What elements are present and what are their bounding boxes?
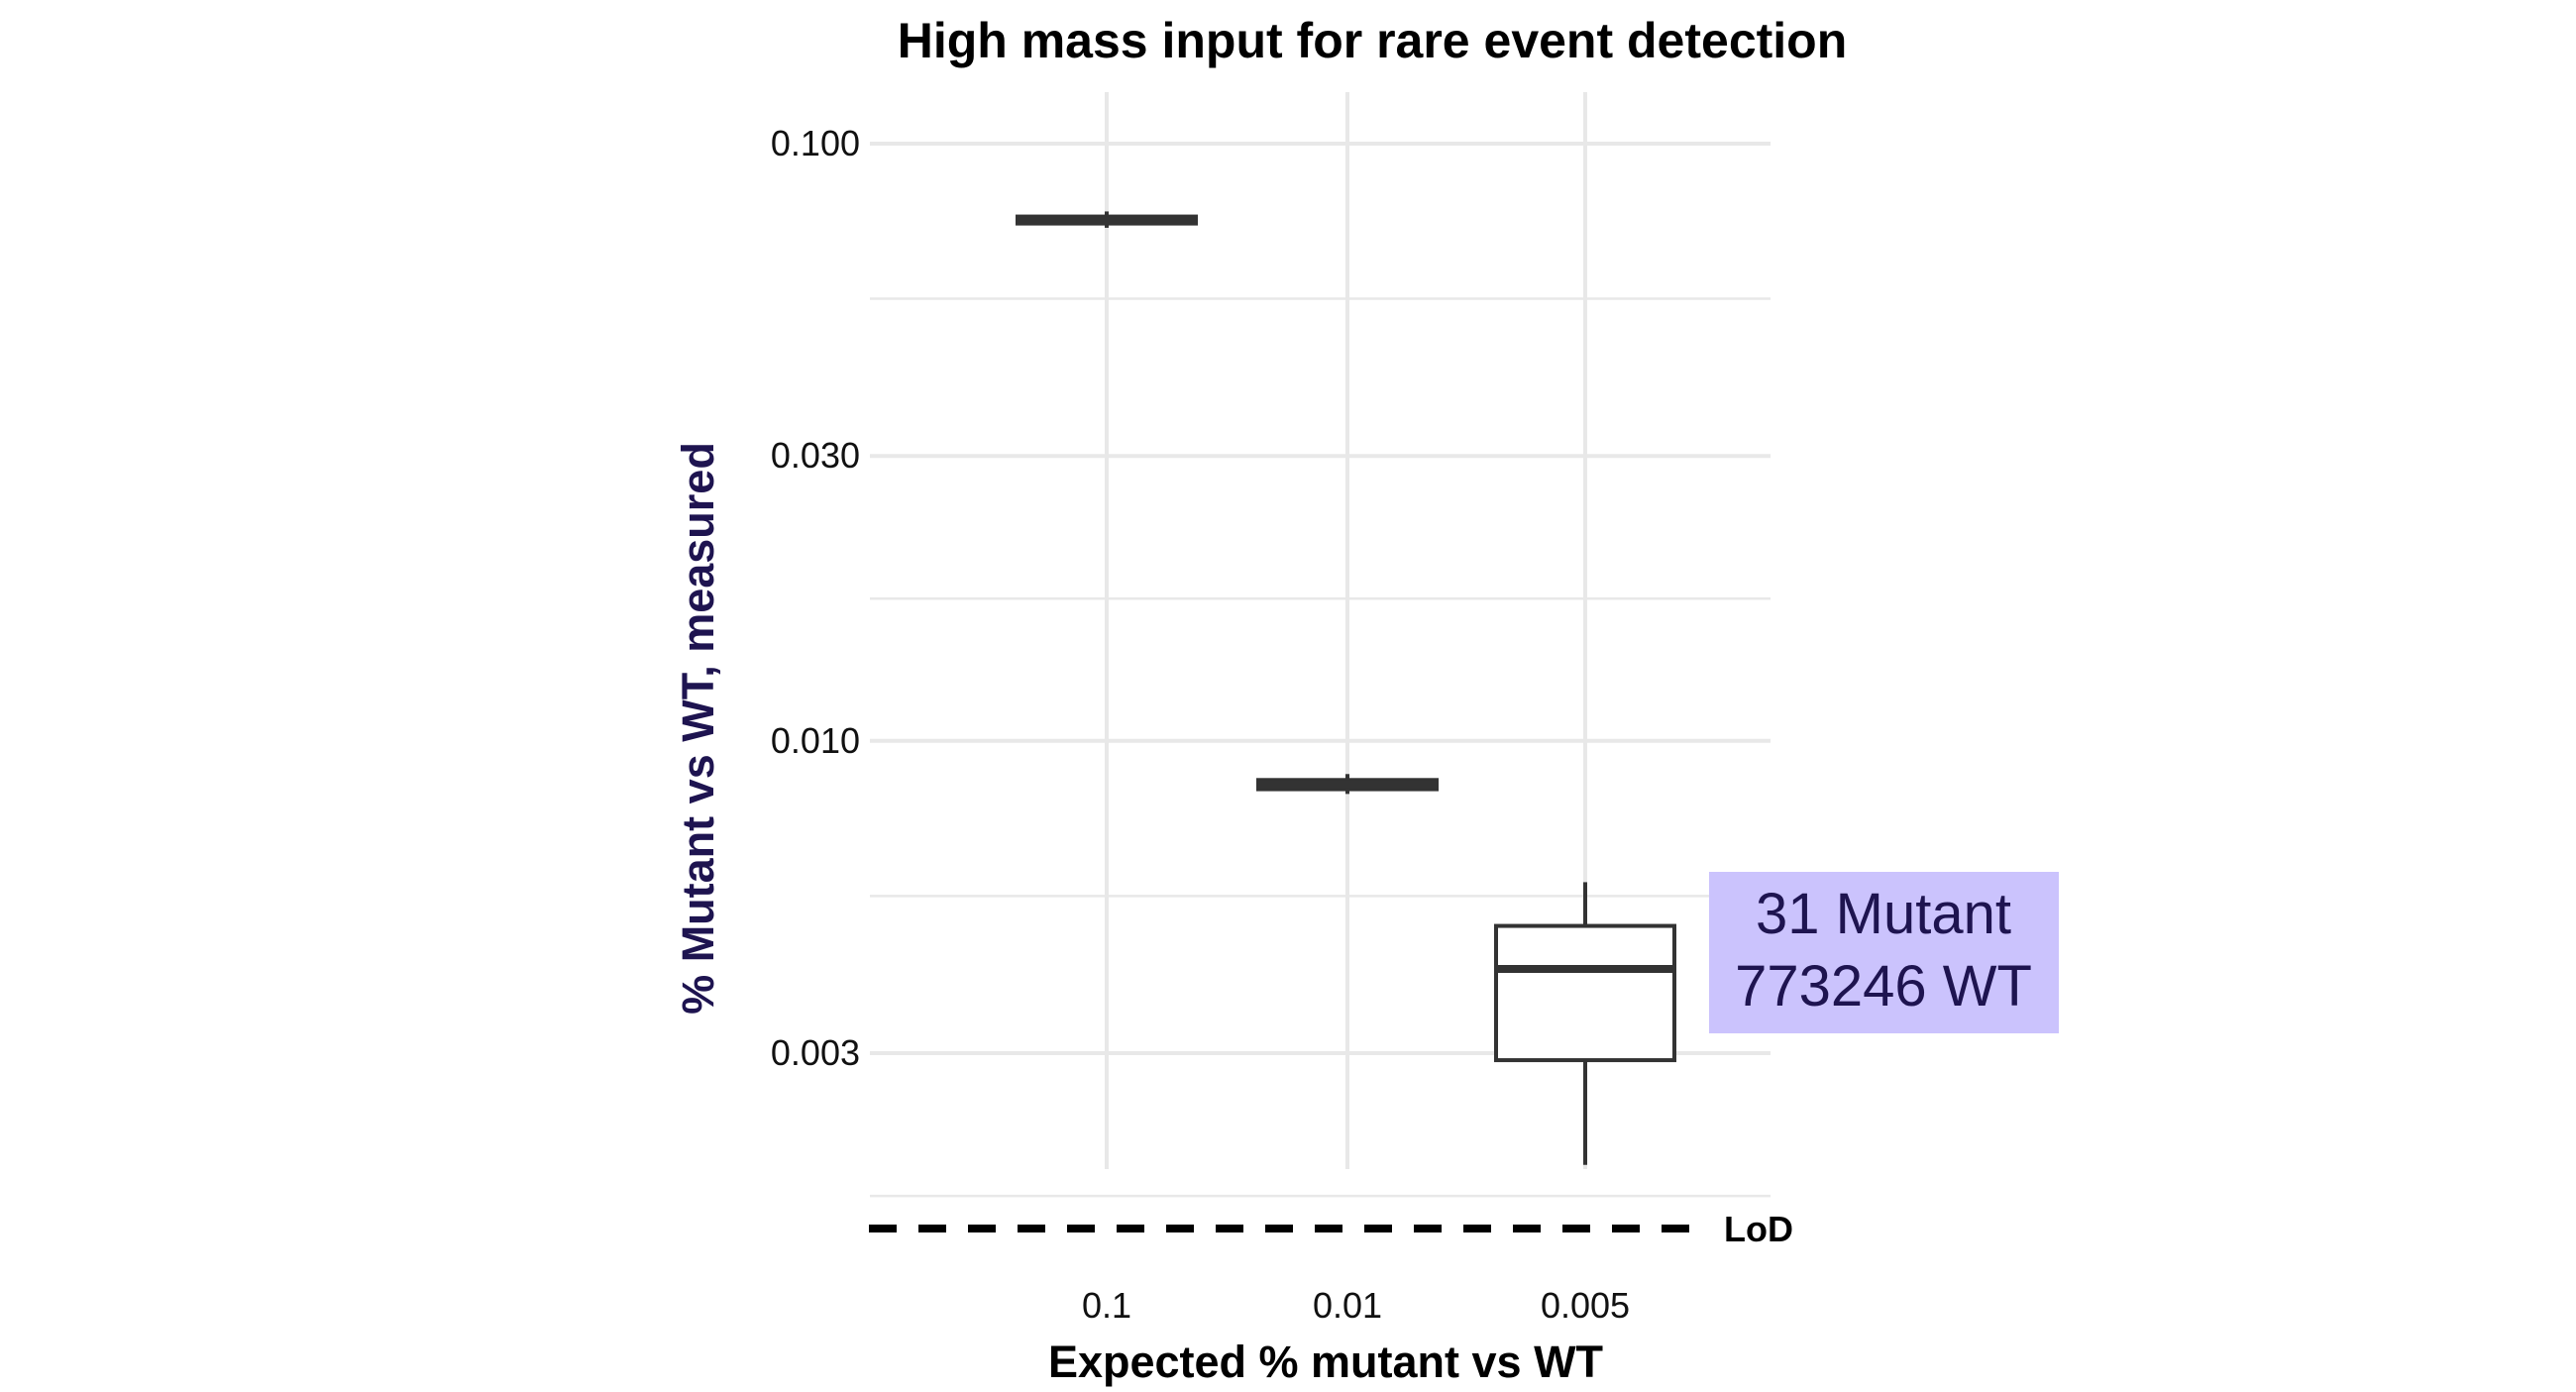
- tick-layer: 0.100 0.030 0.010 0.003 0.1 0.01 0.005: [771, 123, 1630, 1326]
- grid-layer: [870, 92, 1771, 1198]
- lod-layer: LoD: [869, 1209, 1793, 1249]
- y-tick-label: 0.003: [771, 1032, 860, 1073]
- y-tick-label: 0.010: [771, 720, 860, 761]
- annotation-line-1: 31 Mutant: [1756, 882, 2011, 946]
- boxplot: [1016, 211, 1198, 228]
- boxplot: [1256, 774, 1439, 795]
- chart-title: High mass input for rare event detection: [898, 13, 1848, 68]
- box-body: [1494, 923, 1676, 1063]
- x-tick-label: 0.1: [1082, 1285, 1131, 1326]
- annotation-box: 31 Mutant 773246 WT: [1709, 872, 2059, 1033]
- boxplot: [1494, 882, 1676, 1165]
- annotation-background: [1709, 872, 2059, 1033]
- x-axis-title: Expected % mutant vs WT: [1048, 1337, 1603, 1387]
- annotation-line-2: 773246 WT: [1735, 954, 2032, 1018]
- y-axis-title: % Mutant vs WT, measured: [673, 442, 723, 1015]
- x-tick-label: 0.01: [1313, 1285, 1382, 1326]
- x-tick-label: 0.005: [1541, 1285, 1630, 1326]
- lod-label: LoD: [1724, 1209, 1793, 1249]
- y-tick-label: 0.100: [771, 123, 860, 163]
- box-layer: [1016, 211, 1676, 1165]
- y-tick-label: 0.030: [771, 435, 860, 476]
